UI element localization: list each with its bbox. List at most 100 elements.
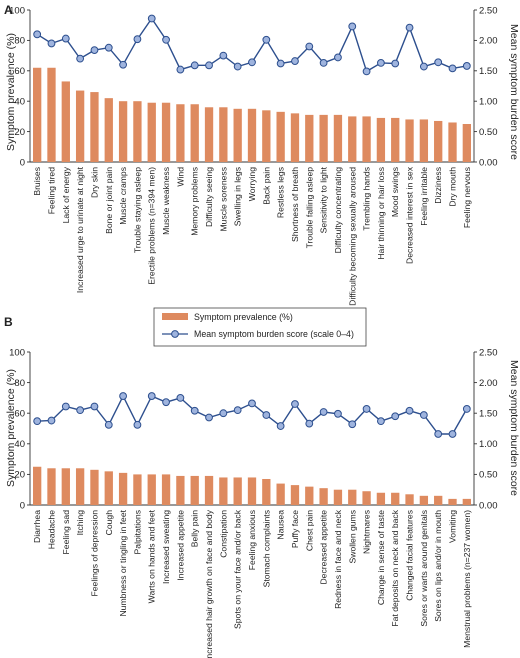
panel-a-burden-point [61, 34, 70, 43]
panel-a-category-label: Decreased interest in sex [405, 166, 415, 264]
panel-b-category-label: Nausea [276, 510, 286, 540]
panel-b-category-label: Warts on hands and feet [147, 509, 157, 603]
panel-b-category-label: Redness in face and neck [333, 509, 343, 609]
panel-a-bar [362, 116, 371, 162]
panel-a-bar [448, 122, 457, 162]
panel-a-burden-point [219, 51, 228, 60]
panel-a-left-tick-label: 20 [14, 127, 25, 138]
panel-b-bar [118, 472, 128, 505]
panel-a-burden-point [47, 39, 56, 48]
panel-b-burden-point [405, 406, 414, 415]
panel-a-burden-point [147, 14, 156, 23]
panel-b-burden-point [104, 420, 113, 429]
panel-b-left-tick-label: 80 [14, 378, 25, 389]
panel-b-burden-point [434, 430, 443, 438]
panel-a-burden-point [462, 62, 471, 70]
panel-b-category-label: Itching [75, 510, 85, 536]
panel-a-bar [247, 108, 257, 162]
panel-a-bar [305, 114, 314, 162]
panel-a-bar [391, 117, 400, 162]
panel-b-category-label: Headache [46, 510, 56, 549]
panel-b-left-tick-label: 40 [14, 439, 25, 450]
panel-b-burden-point [462, 405, 471, 413]
panel-b-bar [319, 488, 328, 505]
panel-a-category-label: Restless legs [276, 167, 286, 218]
panel-a-right-tick-label: 0.00 [479, 157, 498, 168]
panel-b-right-tick-label: 0.50 [479, 470, 498, 481]
panel-a-burden-point [233, 62, 242, 71]
panel-a-burden-point [419, 62, 428, 71]
panel-b-category-label: Increased sweating [161, 510, 171, 584]
panel-b-bar [33, 466, 42, 505]
panel-a-category-label: Hair thinning or hair loss [376, 167, 386, 260]
panel-a-right-tick-label: 0.50 [479, 127, 498, 138]
panel-b-bar [90, 469, 99, 505]
panel-a-category-label: Trembling hands [362, 167, 372, 231]
panel-b-bar [405, 494, 414, 505]
panel-a-bar [133, 101, 142, 162]
panel-b-bar [290, 485, 300, 505]
panel-b-category-label: Nightmares [362, 510, 372, 554]
panel-a-burden-point [248, 58, 256, 67]
panel-b-burden-point [147, 392, 156, 400]
panel-b-bar [348, 489, 357, 505]
panel-a-bar [290, 113, 300, 162]
panel-b-category-label: Cough [104, 510, 114, 536]
panel-a-burden-point [33, 30, 42, 39]
panel-a-category-label: Dry skin [89, 167, 99, 198]
panel-b-category-label: Changed facial features [405, 510, 415, 601]
panel-b-bar [434, 495, 443, 505]
panel-a-left-tick-label: 80 [14, 36, 25, 47]
panel-a-burden-point [334, 53, 342, 62]
panel-b-right-tick-label: 0.00 [479, 500, 498, 511]
legend: Symptom prevalence (%) Mean symptom burd… [153, 307, 367, 347]
panel-a-category-label: Trouble staying asleep [132, 167, 142, 253]
panel-a-bar [190, 104, 199, 162]
panel-a-bar [219, 107, 228, 162]
panel-a-burden-point [276, 59, 285, 68]
panel-b-burden-point [33, 417, 42, 426]
panel-b-burden-point [248, 399, 256, 408]
panel-a-bar [233, 108, 242, 162]
panel-a-category-label: Muscle cramps [118, 167, 128, 225]
panel-b-label: B [4, 315, 13, 329]
panel-a-label: A [4, 3, 13, 17]
panel-a-burden-point [291, 57, 299, 65]
panel-b-bar [133, 474, 142, 505]
legend-box [153, 307, 367, 347]
panel-b-bar [305, 486, 314, 505]
panel-a-bar [319, 114, 328, 162]
panel-a-burden-point [377, 58, 385, 67]
panel-a-bar [262, 110, 271, 162]
panel-a-bar [161, 102, 171, 162]
panel-a-bar [47, 67, 56, 162]
panel-a-burden-point [319, 58, 328, 67]
panel-a-category-label: Difficulty seeing [204, 167, 214, 227]
panel-b-bar [61, 468, 70, 505]
panel-b-bar [204, 475, 214, 505]
panel-b-burden-point [133, 420, 142, 429]
panel-a-bar [333, 114, 343, 162]
panel-b-burden-point [190, 406, 199, 415]
panel-a-bar [348, 116, 357, 162]
panel-b-burden-point [319, 408, 328, 416]
panel-a-burden-point [434, 58, 443, 67]
panel-a-burden-point [448, 64, 457, 73]
panel-a-category-label: Swelling in legs [233, 167, 243, 226]
panel-b-right-tick-label: 2.00 [479, 378, 498, 389]
panel-a-category-label: Erectile problems (n=394 men) [147, 167, 157, 285]
panel-b-category-label: Increased hair growth on face and body [204, 509, 214, 658]
panel-a-bar [434, 120, 443, 162]
panel-a-burden-point [362, 67, 371, 76]
panel-b-plot: 0 20 40 60 80 100 0.00 0.50 1.00 1.50 2.00 2.50 Diar… [9, 347, 497, 658]
panel-b-right-tick-label: 2.50 [479, 347, 498, 358]
panel-b-category-label: Fat deposits on neck and back [390, 509, 400, 626]
panel-b-burden-point [276, 422, 285, 430]
panel-b-bar [219, 477, 228, 505]
panel-b-right-axis-label: Mean symptom burden score [508, 360, 520, 496]
panel-b-burden-point [119, 392, 127, 400]
panel-a-bar [276, 111, 285, 162]
panel-b-category-label: Decreased appetite [319, 510, 329, 585]
panel-b-category-label: Increased appetite [175, 510, 185, 581]
panel-a-bar [376, 117, 386, 162]
